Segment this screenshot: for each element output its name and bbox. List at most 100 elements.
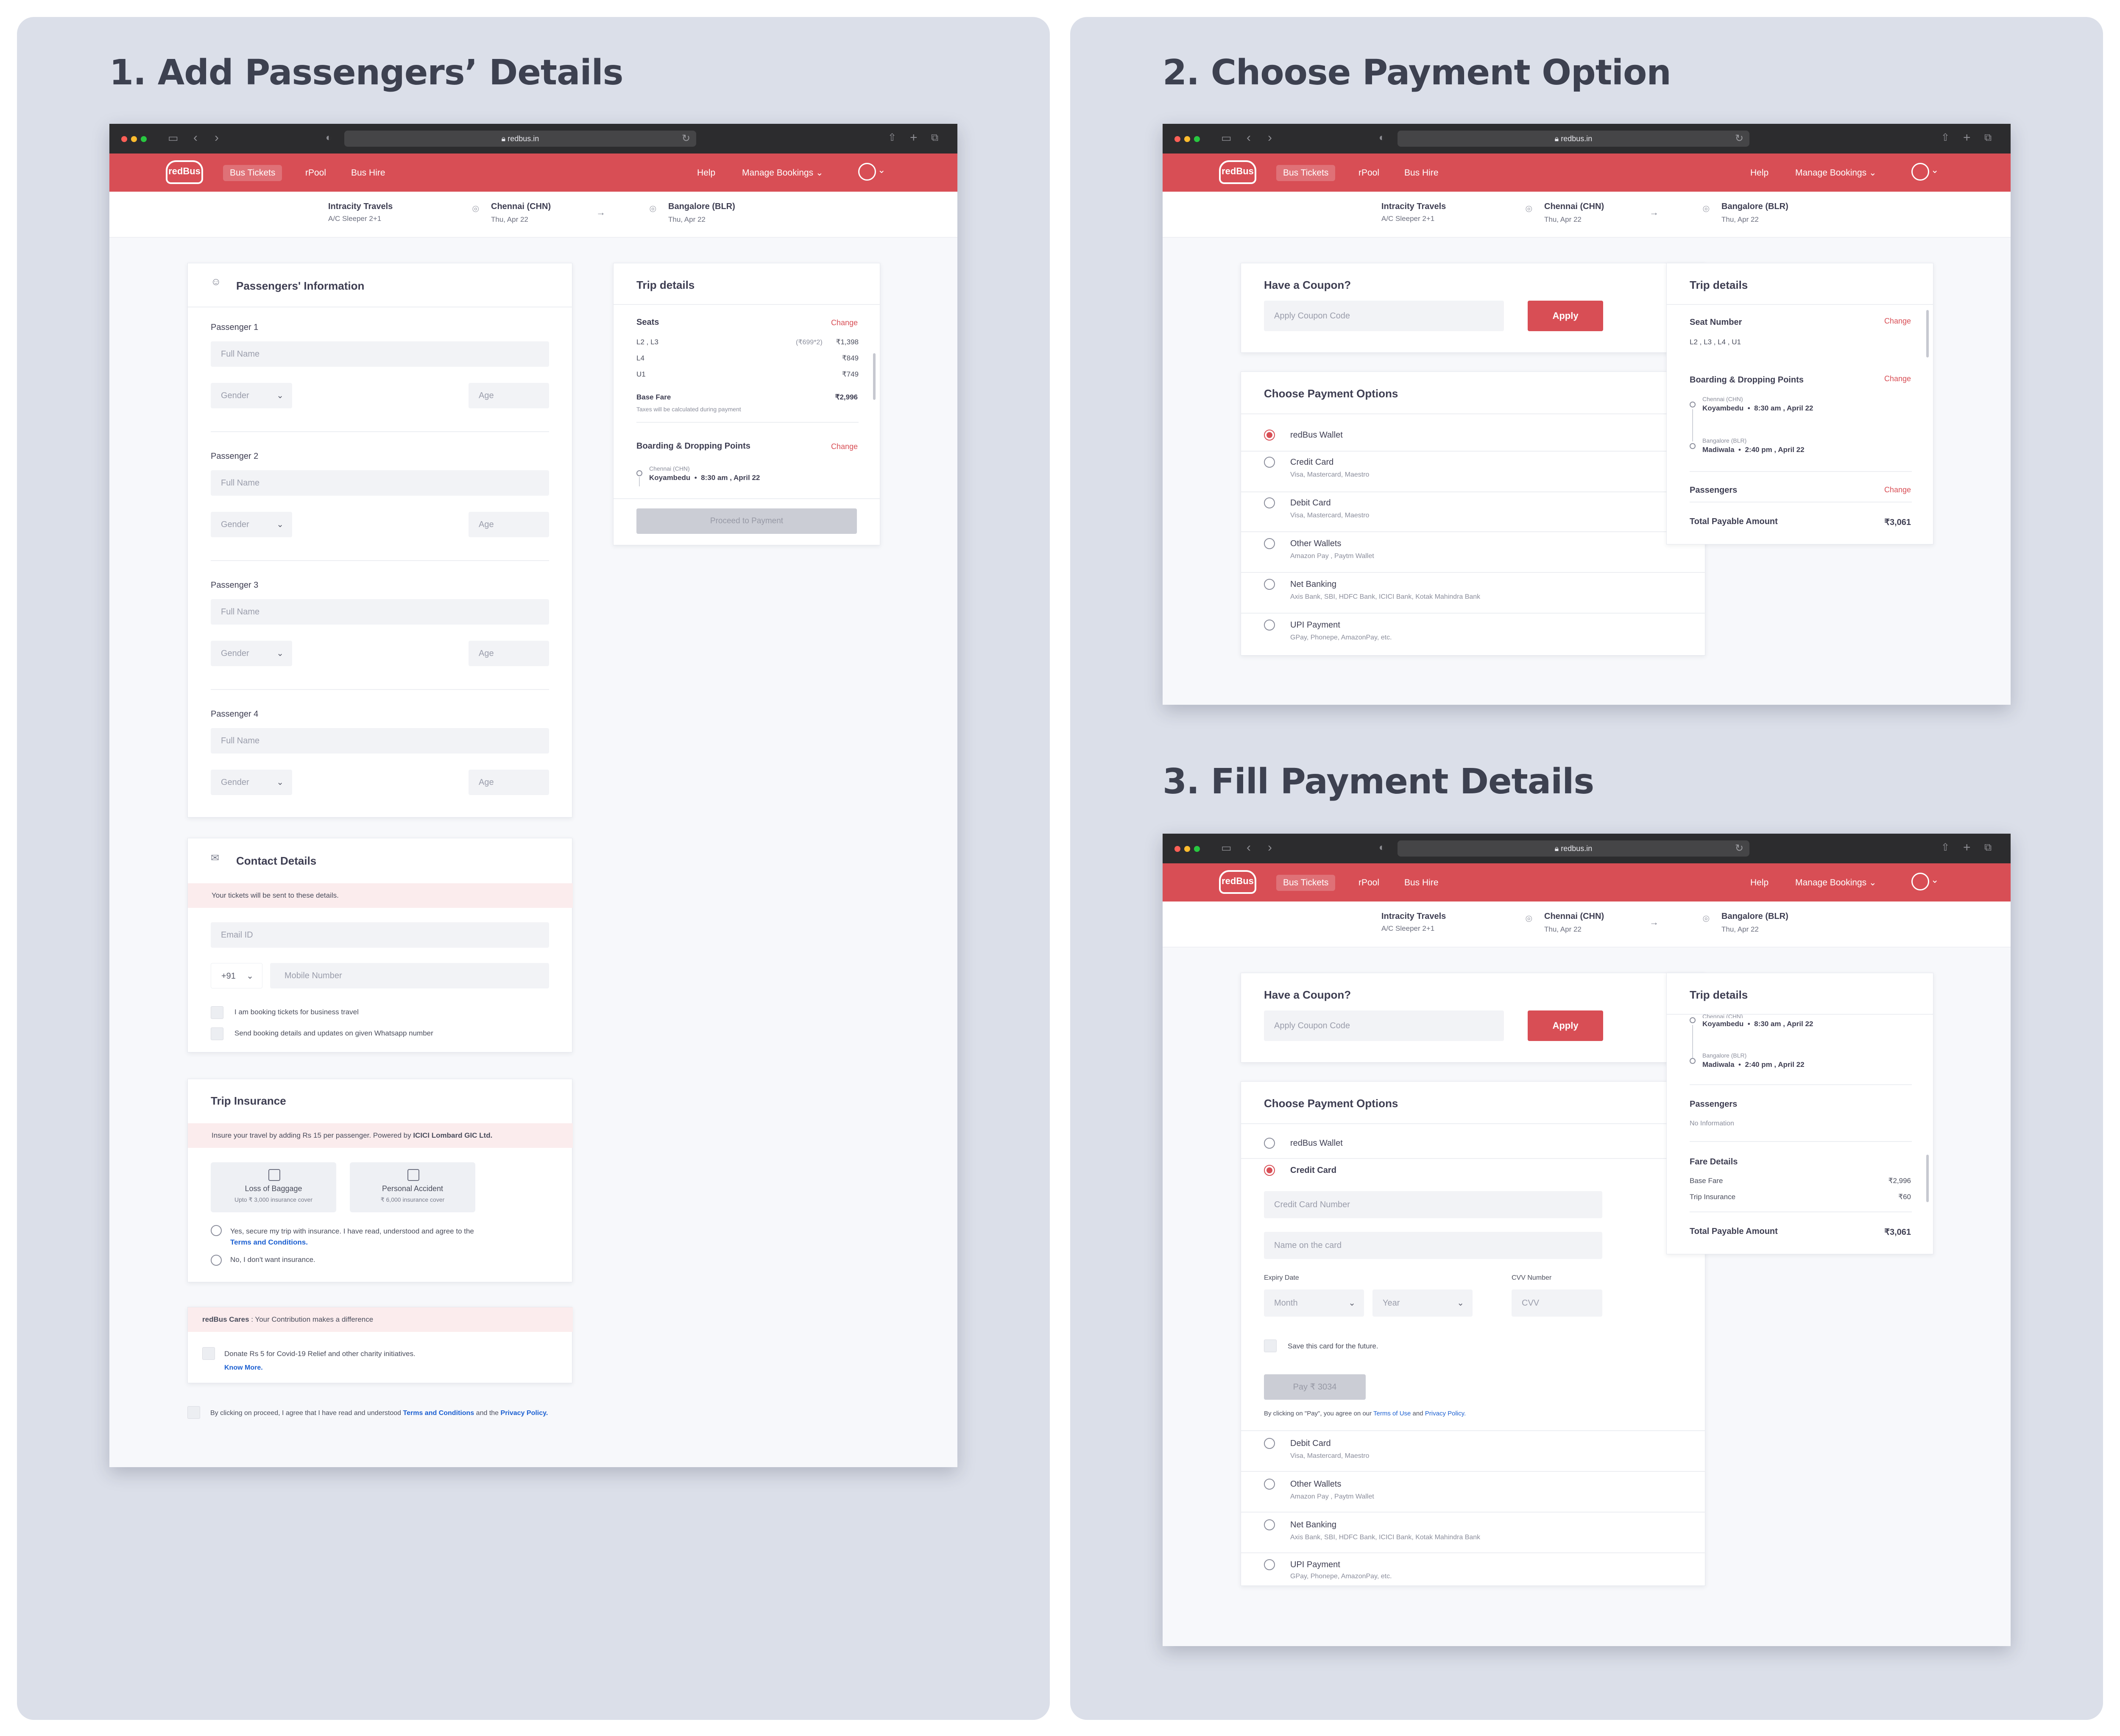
agree-checkbox[interactable] xyxy=(187,1406,200,1419)
user-avatar-icon[interactable] xyxy=(1911,163,1929,181)
age-input[interactable]: Age xyxy=(469,641,549,666)
privacy-link[interactable]: Privacy Policy. xyxy=(500,1409,548,1417)
reload-icon[interactable]: ↻ xyxy=(1735,843,1743,854)
apply-coupon-button[interactable]: Apply xyxy=(1528,301,1603,331)
forward-icon[interactable]: › xyxy=(1268,840,1272,854)
age-input[interactable]: Age xyxy=(469,770,549,795)
gender-select[interactable]: Gender ⌄ xyxy=(211,641,292,666)
new-tab-icon[interactable]: + xyxy=(1963,840,1971,854)
window-controls[interactable] xyxy=(121,136,147,142)
window-controls[interactable] xyxy=(1174,846,1200,852)
card-number-input[interactable]: Credit Card Number xyxy=(1264,1191,1602,1218)
nav-rpool[interactable]: rPool xyxy=(1358,878,1380,888)
coupon-input[interactable]: Apply Coupon Code xyxy=(1264,1010,1504,1041)
sidebar-toggle-icon[interactable]: ▭ xyxy=(168,131,179,144)
credit-card-radio[interactable] xyxy=(1264,457,1275,468)
coupon-input[interactable]: Apply Coupon Code xyxy=(1264,301,1504,331)
donate-checkbox[interactable] xyxy=(202,1347,215,1360)
nav-bus-hire[interactable]: Bus Hire xyxy=(351,168,385,178)
change-boarding-link[interactable]: Change xyxy=(831,442,858,451)
window-controls[interactable] xyxy=(1174,136,1200,142)
age-input[interactable]: Age xyxy=(469,512,549,537)
insurance-no-radio[interactable] xyxy=(211,1255,222,1266)
share-icon[interactable]: ⇧ xyxy=(1941,842,1950,853)
month-select[interactable]: Month ⌄ xyxy=(1264,1289,1364,1317)
proceed-to-payment-button[interactable]: Proceed to Payment xyxy=(636,508,857,534)
privacy-link[interactable]: Privacy Policy. xyxy=(1425,1410,1466,1417)
share-icon[interactable]: ⇧ xyxy=(1941,132,1950,143)
share-icon[interactable]: ⇧ xyxy=(888,132,897,143)
scrollbar[interactable] xyxy=(1926,1155,1929,1202)
nav-help[interactable]: Help xyxy=(1750,878,1769,888)
full-name-input[interactable]: Full Name xyxy=(211,728,549,754)
sidebar-toggle-icon[interactable]: ▭ xyxy=(1221,131,1232,144)
nav-bus-tickets[interactable]: Bus Tickets xyxy=(223,165,282,181)
full-name-input[interactable]: Full Name xyxy=(211,599,549,625)
address-bar[interactable]: 🔒︎ redbus.in ↻ xyxy=(1398,840,1749,857)
net-banking-radio[interactable] xyxy=(1264,579,1275,590)
back-icon[interactable]: ‹ xyxy=(193,131,198,145)
full-name-input[interactable]: Full Name xyxy=(211,470,549,496)
whatsapp-checkbox[interactable] xyxy=(211,1027,223,1040)
nav-help[interactable]: Help xyxy=(1750,168,1769,178)
scrollbar[interactable] xyxy=(1926,310,1929,357)
reload-icon[interactable]: ↻ xyxy=(1735,133,1743,144)
user-avatar-icon[interactable] xyxy=(858,163,876,181)
year-select[interactable]: Year ⌄ xyxy=(1372,1289,1473,1317)
debit-card-radio[interactable] xyxy=(1264,497,1275,508)
sidebar-toggle-icon[interactable]: ▭ xyxy=(1221,841,1232,854)
other-wallets-radio[interactable] xyxy=(1264,538,1275,549)
pay-button[interactable]: Pay ₹ 3034 xyxy=(1264,1374,1366,1400)
full-name-input[interactable]: Full Name xyxy=(211,341,549,367)
nav-rpool[interactable]: rPool xyxy=(1358,168,1380,178)
credit-card-radio[interactable] xyxy=(1264,1165,1275,1176)
email-input[interactable]: Email ID xyxy=(211,922,549,948)
gender-select[interactable]: Gender ⌄ xyxy=(211,383,292,408)
forward-icon[interactable]: › xyxy=(1268,131,1272,145)
debit-card-radio[interactable] xyxy=(1264,1438,1275,1449)
change-passengers-link[interactable]: Change xyxy=(1884,486,1911,494)
address-bar[interactable]: 🔒︎ redbus.in ↻ xyxy=(1398,131,1749,147)
terms-link[interactable]: Terms and Conditions. xyxy=(230,1238,308,1246)
chevron-down-icon[interactable]: ⌄ xyxy=(878,165,886,175)
scrollbar[interactable] xyxy=(873,353,876,400)
country-code-select[interactable]: +91 ⌄ xyxy=(211,963,262,988)
wallet-radio[interactable] xyxy=(1264,430,1275,441)
change-seats-link[interactable]: Change xyxy=(831,318,858,327)
insurance-yes-radio[interactable] xyxy=(211,1225,222,1236)
nav-bus-hire[interactable]: Bus Hire xyxy=(1404,168,1439,178)
nav-manage-bookings[interactable]: Manage Bookings ⌄ xyxy=(1795,168,1877,178)
redbus-logo[interactable]: redBus xyxy=(1219,160,1256,184)
address-bar[interactable]: 🔒︎ redbus.in ↻ xyxy=(344,131,696,147)
chevron-down-icon[interactable]: ⌄ xyxy=(1931,165,1939,175)
wallet-radio[interactable] xyxy=(1264,1138,1275,1149)
nav-bus-tickets[interactable]: Bus Tickets xyxy=(1276,875,1336,891)
upi-radio[interactable] xyxy=(1264,620,1275,631)
user-avatar-icon[interactable] xyxy=(1911,873,1929,890)
new-tab-icon[interactable]: + xyxy=(1963,131,1971,145)
gender-select[interactable]: Gender ⌄ xyxy=(211,770,292,795)
redbus-logo[interactable]: redBus xyxy=(166,160,203,184)
business-checkbox[interactable] xyxy=(211,1006,223,1019)
nav-bus-tickets[interactable]: Bus Tickets xyxy=(1276,165,1336,181)
save-card-checkbox[interactable] xyxy=(1264,1340,1277,1352)
back-icon[interactable]: ‹ xyxy=(1247,131,1251,145)
terms-of-use-link[interactable]: Terms of Use xyxy=(1373,1410,1411,1417)
reload-icon[interactable]: ↻ xyxy=(681,133,690,144)
age-input[interactable]: Age xyxy=(469,383,549,408)
mobile-input[interactable]: Mobile Number xyxy=(270,963,549,988)
tabs-icon[interactable]: ⧉ xyxy=(1984,132,1992,143)
nav-manage-bookings[interactable]: Manage Bookings ⌄ xyxy=(1795,878,1877,888)
nav-manage-bookings[interactable]: Manage Bookings ⌄ xyxy=(742,168,823,178)
name-on-card-input[interactable]: Name on the card xyxy=(1264,1232,1602,1259)
know-more-link[interactable]: Know More. xyxy=(224,1364,263,1371)
new-tab-icon[interactable]: + xyxy=(910,131,918,145)
nav-rpool[interactable]: rPool xyxy=(305,168,326,178)
chevron-down-icon[interactable]: ⌄ xyxy=(1931,874,1939,885)
forward-icon[interactable]: › xyxy=(215,131,219,145)
change-boarding-link[interactable]: Change xyxy=(1884,374,1911,383)
tabs-icon[interactable]: ⧉ xyxy=(1984,842,1992,853)
back-icon[interactable]: ‹ xyxy=(1247,840,1251,854)
nav-help[interactable]: Help xyxy=(697,168,716,178)
net-banking-radio[interactable] xyxy=(1264,1519,1275,1530)
